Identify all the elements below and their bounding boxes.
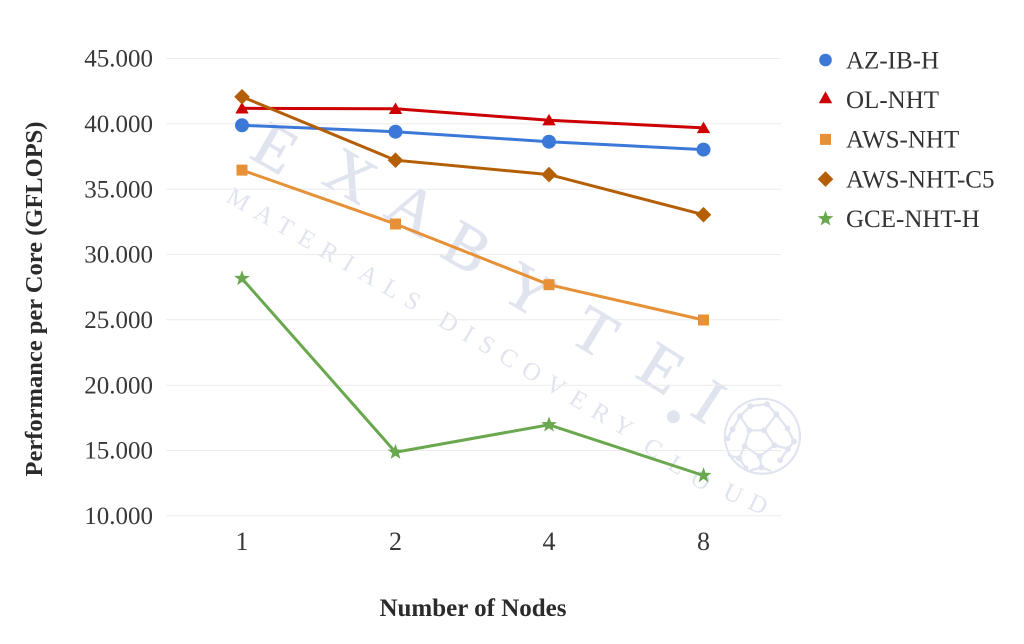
svg-text:20.000: 20.000 <box>84 372 153 399</box>
svg-text:OL-NHT: OL-NHT <box>846 87 939 114</box>
svg-text:1: 1 <box>236 527 249 556</box>
svg-text:15.000: 15.000 <box>84 438 153 465</box>
svg-text:8: 8 <box>697 527 710 556</box>
svg-text:45.000: 45.000 <box>84 46 153 73</box>
svg-text:AWS-NHT-C5: AWS-NHT-C5 <box>846 166 994 193</box>
svg-text:Number of Nodes: Number of Nodes <box>379 595 566 622</box>
svg-text:10.000: 10.000 <box>84 503 153 530</box>
svg-text:Performance per Core (GFLOPS): Performance per Core (GFLOPS) <box>21 122 48 477</box>
svg-text:AWS-NHT: AWS-NHT <box>846 127 959 154</box>
svg-text:AZ-IB-H: AZ-IB-H <box>846 47 939 74</box>
svg-text:4: 4 <box>543 527 556 556</box>
svg-text:GCE-NHT-H: GCE-NHT-H <box>846 206 980 233</box>
svg-text:40.000: 40.000 <box>84 111 153 138</box>
svg-text:2: 2 <box>389 527 402 556</box>
svg-text:30.000: 30.000 <box>84 242 153 269</box>
svg-text:25.000: 25.000 <box>84 307 153 334</box>
svg-text:35.000: 35.000 <box>84 176 153 203</box>
